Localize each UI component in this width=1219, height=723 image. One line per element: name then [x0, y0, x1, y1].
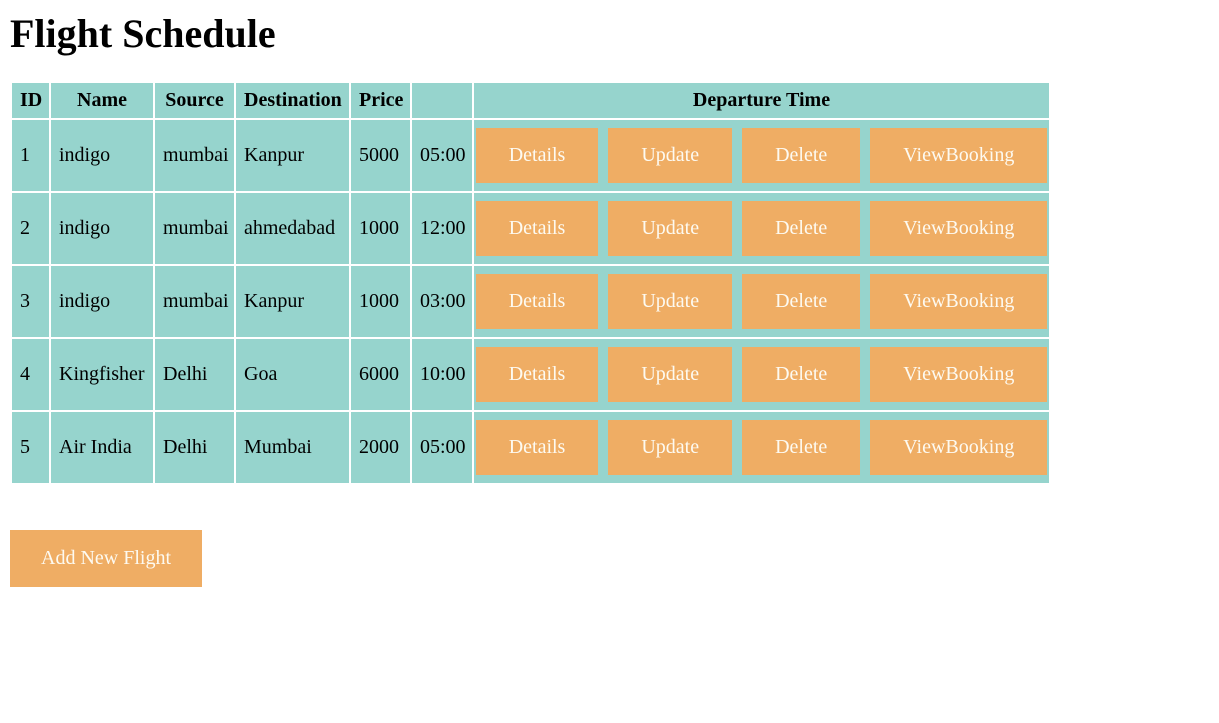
cell-actions: Details Update Delete ViewBooking	[474, 266, 1049, 337]
cell-price: 1000	[351, 193, 410, 264]
delete-button[interactable]: Delete	[742, 420, 861, 475]
update-button[interactable]: Update	[608, 347, 733, 402]
flight-table-body: 1 indigo mumbai Kanpur 5000 05:00 Detail…	[12, 120, 1049, 483]
cell-id: 3	[12, 266, 49, 337]
cell-name: Kingfisher	[51, 339, 153, 410]
cell-departure-time: 05:00	[412, 412, 472, 483]
header-departure-time: Departure Time	[474, 83, 1049, 118]
cell-price: 2000	[351, 412, 410, 483]
cell-id: 2	[12, 193, 49, 264]
cell-destination: ahmedabad	[236, 193, 349, 264]
cell-id: 4	[12, 339, 49, 410]
view-booking-button[interactable]: ViewBooking	[870, 347, 1048, 402]
action-button-row: Details Update Delete ViewBooking	[475, 128, 1048, 183]
details-button[interactable]: Details	[475, 201, 599, 256]
page: { "page": { "title": "Flight Schedule" }…	[10, 10, 1209, 713]
cell-departure-time: 12:00	[412, 193, 472, 264]
cell-actions: Details Update Delete ViewBooking	[474, 412, 1049, 483]
details-button[interactable]: Details	[475, 274, 599, 329]
update-button[interactable]: Update	[608, 201, 733, 256]
cell-departure-time: 03:00	[412, 266, 472, 337]
header-price: Price	[351, 83, 410, 118]
cell-actions: Details Update Delete ViewBooking	[474, 339, 1049, 410]
delete-button[interactable]: Delete	[742, 128, 861, 183]
table-row: 3 indigo mumbai Kanpur 1000 03:00 Detail…	[12, 266, 1049, 337]
flight-table: ID Name Source Destination Price Departu…	[10, 81, 1051, 485]
cell-source: mumbai	[155, 266, 234, 337]
cell-destination: Mumbai	[236, 412, 349, 483]
delete-button[interactable]: Delete	[742, 347, 861, 402]
table-header-row: ID Name Source Destination Price Departu…	[12, 83, 1049, 118]
header-source: Source	[155, 83, 234, 118]
cell-source: mumbai	[155, 120, 234, 191]
header-id: ID	[12, 83, 49, 118]
cell-name: indigo	[51, 120, 153, 191]
view-booking-button[interactable]: ViewBooking	[870, 420, 1048, 475]
cell-id: 1	[12, 120, 49, 191]
cell-destination: Kanpur	[236, 120, 349, 191]
cell-actions: Details Update Delete ViewBooking	[474, 120, 1049, 191]
cell-name: Air India	[51, 412, 153, 483]
view-booking-button[interactable]: ViewBooking	[870, 274, 1048, 329]
page-title: Flight Schedule	[10, 11, 276, 56]
action-button-row: Details Update Delete ViewBooking	[475, 201, 1048, 256]
cell-price: 6000	[351, 339, 410, 410]
update-button[interactable]: Update	[608, 274, 733, 329]
update-button[interactable]: Update	[608, 420, 733, 475]
cell-destination: Goa	[236, 339, 349, 410]
details-button[interactable]: Details	[475, 347, 599, 402]
cell-departure-time: 05:00	[412, 120, 472, 191]
details-button[interactable]: Details	[475, 128, 599, 183]
cell-source: mumbai	[155, 193, 234, 264]
table-row: 1 indigo mumbai Kanpur 5000 05:00 Detail…	[12, 120, 1049, 191]
cell-price: 1000	[351, 266, 410, 337]
table-row: 4 Kingfisher Delhi Goa 6000 10:00 Detail…	[12, 339, 1049, 410]
cell-actions: Details Update Delete ViewBooking	[474, 193, 1049, 264]
details-button[interactable]: Details	[475, 420, 599, 475]
header-name: Name	[51, 83, 153, 118]
cell-name: indigo	[51, 193, 153, 264]
update-button[interactable]: Update	[608, 128, 733, 183]
action-button-row: Details Update Delete ViewBooking	[475, 347, 1048, 402]
cell-departure-time: 10:00	[412, 339, 472, 410]
action-button-row: Details Update Delete ViewBooking	[475, 274, 1048, 329]
cell-name: indigo	[51, 266, 153, 337]
delete-button[interactable]: Delete	[742, 201, 861, 256]
header-empty	[412, 83, 472, 118]
cell-price: 5000	[351, 120, 410, 191]
action-button-row: Details Update Delete ViewBooking	[475, 420, 1048, 475]
cell-source: Delhi	[155, 339, 234, 410]
cell-id: 5	[12, 412, 49, 483]
table-row: 5 Air India Delhi Mumbai 2000 05:00 Deta…	[12, 412, 1049, 483]
view-booking-button[interactable]: ViewBooking	[870, 201, 1048, 256]
cell-source: Delhi	[155, 412, 234, 483]
view-booking-button[interactable]: ViewBooking	[870, 128, 1048, 183]
header-destination: Destination	[236, 83, 349, 118]
delete-button[interactable]: Delete	[742, 274, 861, 329]
add-new-flight-button[interactable]: Add New Flight	[10, 530, 202, 587]
table-row: 2 indigo mumbai ahmedabad 1000 12:00 Det…	[12, 193, 1049, 264]
cell-destination: Kanpur	[236, 266, 349, 337]
add-flight-section: Add New Flight	[10, 530, 1209, 587]
